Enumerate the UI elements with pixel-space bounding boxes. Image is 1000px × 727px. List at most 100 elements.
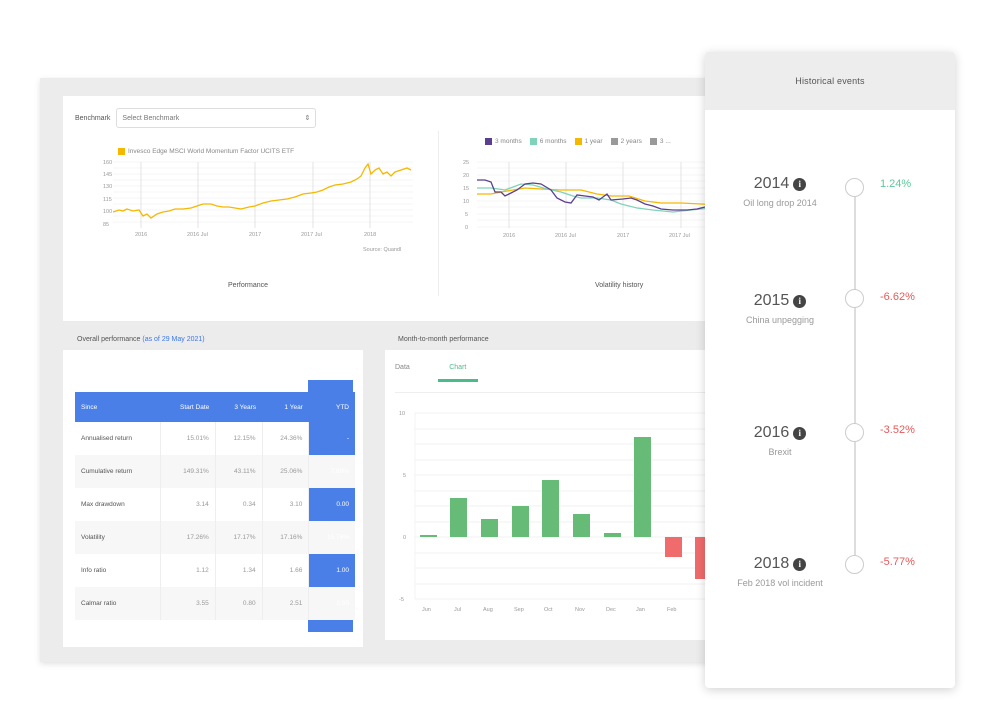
row-label: Info ratio	[75, 554, 161, 587]
event-year-text: 2015	[753, 292, 790, 309]
col-ytd[interactable]: YTD	[308, 392, 355, 422]
overall-title-text: Overall performance	[77, 336, 141, 343]
svg-text:-5: -5	[399, 597, 404, 603]
event-year: 2018 i	[725, 555, 835, 573]
timeline-dot[interactable]	[845, 555, 864, 574]
svg-text:2017: 2017	[249, 232, 261, 238]
event-item[interactable]: 2018 i Feb 2018 vol incident -5.77%	[705, 555, 955, 605]
cell: 1.66	[262, 554, 310, 587]
performance-chart[interactable]: 160 145 130 115 100 85 2016 2016 Jul 201…	[103, 156, 423, 256]
event-year: 2016 i	[725, 424, 835, 442]
historical-events-panel: Historical events 2014 i Oil long drop 2…	[705, 52, 955, 688]
cell-ytd: -	[308, 422, 355, 455]
row-label: Volatility	[75, 521, 161, 554]
benchmark-select[interactable]: Select Benchmark ⇕	[116, 108, 317, 128]
legend-swatch	[485, 138, 492, 145]
legend-item-1y[interactable]: 1 year	[574, 138, 603, 145]
charts-card: Benchmark Select Benchmark ⇕ Invesco Edg…	[63, 96, 743, 321]
svg-text:10: 10	[463, 199, 469, 205]
volatility-chart[interactable]: 25 20 15 10 5 0 2016 2016 Jul 2017 2017 …	[461, 156, 743, 246]
row-label: Cumulative return	[75, 455, 161, 488]
table-row: Info ratio 1.12 1.34 1.66 1.00	[75, 554, 355, 587]
timeline-dot[interactable]	[845, 423, 864, 442]
col-1-year[interactable]: 1 Year	[262, 392, 309, 422]
event-year: 2014 i	[725, 175, 835, 193]
cell: 3.10	[262, 488, 310, 521]
cell: 17.17%	[215, 521, 263, 554]
svg-text:2016: 2016	[503, 233, 515, 239]
performance-table: Since Start Date 3 Years 1 Year YTD Annu…	[75, 392, 355, 620]
event-year-text: 2016	[753, 424, 790, 441]
volatility-legend[interactable]: 3 months 6 months 1 year 2 years 3 ...	[485, 138, 671, 145]
legend-label: Invesco Edge MSCI World Momentum Factor …	[128, 148, 295, 155]
legend-item-3y[interactable]: 3 ...	[649, 138, 671, 145]
timeline-dot[interactable]	[845, 289, 864, 308]
as-of-date-link[interactable]: (as of 29 May 2021)	[142, 336, 205, 343]
legend-label: 3 months	[495, 138, 522, 145]
legend-item[interactable]: Invesco Edge MSCI World Momentum Factor …	[118, 148, 294, 155]
event-desc: Brexit	[768, 447, 792, 457]
cell-ytd: 1.00	[308, 554, 355, 587]
legend-swatch	[610, 138, 618, 145]
svg-text:115: 115	[103, 197, 112, 203]
table-row: Annualised return 15.01% 12.15% 24.36% -	[75, 422, 355, 455]
timeline-dot[interactable]	[845, 178, 864, 197]
legend-swatch	[529, 138, 537, 145]
svg-text:2016 Jul: 2016 Jul	[187, 232, 208, 238]
table-row: Volatility 17.26% 17.17% 17.16% 15.76%	[75, 521, 355, 554]
svg-text:Aug: Aug	[483, 607, 493, 613]
cell: 17.16%	[262, 521, 310, 554]
svg-text:130: 130	[103, 184, 112, 190]
svg-text:15: 15	[463, 186, 469, 192]
svg-text:2017 Jul: 2017 Jul	[669, 233, 690, 239]
cell: 149.31%	[160, 455, 216, 488]
table-header-row: Since Start Date 3 Years 1 Year YTD	[75, 392, 355, 422]
legend-item-6m[interactable]: 6 months	[529, 138, 567, 145]
svg-text:20: 20	[463, 173, 469, 179]
svg-text:2017: 2017	[617, 233, 629, 239]
svg-text:85: 85	[103, 222, 109, 228]
svg-text:10: 10	[399, 411, 405, 417]
legend-item-2y[interactable]: 2 years	[610, 138, 642, 145]
performance-legend[interactable]: Invesco Edge MSCI World Momentum Factor …	[118, 148, 294, 155]
cell: 1.34	[215, 554, 263, 587]
tab-data[interactable]: Data	[395, 364, 410, 371]
tab-chart[interactable]: Chart	[437, 364, 478, 382]
col-since[interactable]: Since	[75, 392, 161, 422]
cell-ytd: 15.76%	[308, 521, 355, 554]
svg-text:Jun: Jun	[422, 607, 431, 613]
svg-text:2017 Jul: 2017 Jul	[301, 232, 322, 238]
monthly-bar-chart[interactable]: 10 5 0 -5 Jun Jul Aug Sep Oct	[395, 405, 725, 625]
svg-text:Source: Quandl: Source: Quandl	[363, 247, 401, 253]
info-icon[interactable]: i	[793, 557, 807, 571]
ytd-highlight-top	[308, 380, 353, 393]
svg-text:2016 Jul: 2016 Jul	[555, 233, 576, 239]
events-header: Historical events	[705, 52, 955, 110]
event-item[interactable]: 2015 i China unpegging -6.62%	[705, 289, 955, 342]
cell: 17.26%	[160, 521, 216, 554]
legend-item-3m[interactable]: 3 months	[485, 138, 522, 145]
monthly-performance-card: Data Chart 10 5 0 -5	[385, 350, 725, 640]
cell: 3.55	[160, 587, 216, 620]
svg-text:2018: 2018	[364, 232, 376, 238]
cell-ytd: 0.00	[308, 488, 355, 521]
legend-swatch	[649, 138, 657, 145]
overall-title: Overall performance (as of 29 May 2021)	[77, 336, 205, 343]
table-row: Max drawdown 3.14 0.34 3.10 0.00	[75, 488, 355, 521]
table-row: Cumulative return 149.31% 43.11% 25.06% …	[75, 455, 355, 488]
ytd-highlight-bottom	[308, 620, 353, 632]
cell: 43.11%	[215, 455, 263, 488]
cell: 25.06%	[262, 455, 310, 488]
event-item[interactable]: 2014 i Oil long drop 2014 1.24%	[705, 175, 955, 225]
col-start-date[interactable]: Start Date	[160, 392, 216, 422]
info-icon[interactable]: i	[793, 426, 807, 440]
event-item[interactable]: 2016 i Brexit -3.52%	[705, 423, 955, 474]
event-year-text: 2018	[753, 555, 790, 572]
col-3-years[interactable]: 3 Years	[215, 392, 263, 422]
info-icon[interactable]: i	[793, 294, 807, 308]
timeline-line	[854, 187, 856, 567]
cell: 15.01%	[160, 422, 216, 455]
info-icon[interactable]: i	[793, 177, 807, 191]
legend-label: 2 years	[620, 138, 642, 145]
legend-swatch	[118, 148, 125, 155]
